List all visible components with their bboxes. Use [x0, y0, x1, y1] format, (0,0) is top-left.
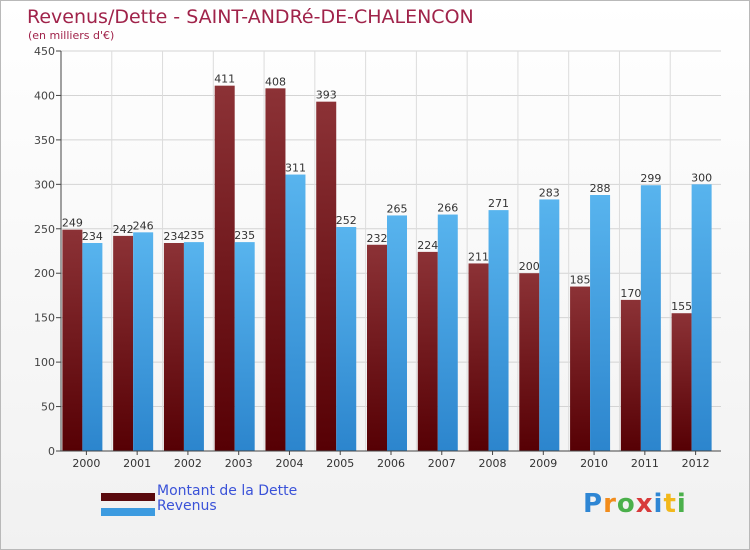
x-tick-label: 2002 [174, 457, 202, 470]
bar-dette [113, 235, 134, 451]
legend-swatch-dette [101, 493, 155, 501]
logo-letter: P [583, 489, 604, 519]
data-label-dette: 411 [214, 73, 235, 86]
data-label-dette: 170 [620, 287, 641, 300]
logo-letter: r [603, 489, 617, 519]
bar-dette [519, 273, 540, 451]
data-label-revenus: 265 [387, 202, 408, 215]
x-tick-label: 2010 [580, 457, 608, 470]
x-tick-label: 2008 [479, 457, 507, 470]
y-tick-label: 200 [34, 267, 55, 280]
y-tick-label: 350 [34, 134, 55, 147]
y-tick-label: 400 [34, 89, 55, 102]
logo-letter: i [653, 489, 664, 519]
bars [62, 85, 712, 452]
data-label-revenus: 271 [488, 197, 509, 210]
data-label-dette: 249 [62, 217, 83, 230]
y-tick-label: 0 [48, 445, 55, 458]
logo-letter: o [616, 489, 636, 519]
y-tick-label: 300 [34, 178, 55, 191]
bar-revenus [691, 184, 712, 452]
bar-dette [417, 251, 438, 451]
data-label-dette: 242 [113, 223, 134, 236]
bar-revenus [133, 232, 154, 451]
logo-letter: i [676, 489, 687, 519]
bar-revenus [640, 185, 661, 451]
bar-dette [620, 299, 641, 451]
legend-label-dette: Montant de la Dette [157, 483, 298, 499]
bar-dette [367, 244, 387, 451]
bar-revenus [234, 242, 255, 451]
data-label-dette: 155 [671, 300, 692, 313]
chart-title: Revenus/Dette - SAINT-ANDRé-DE-CHALENCON [27, 6, 474, 28]
bar-revenus [437, 214, 458, 451]
bar-revenus [387, 215, 407, 451]
bar-revenus [183, 242, 204, 451]
data-label-dette: 232 [367, 232, 388, 245]
data-label-revenus: 288 [590, 182, 611, 195]
proxiti-logo: Proxiti [583, 489, 687, 519]
data-label-revenus: 235 [183, 229, 204, 242]
bar-dette [265, 88, 286, 451]
data-label-revenus: 283 [539, 186, 560, 199]
bar-dette [62, 229, 83, 451]
y-tick-label: 250 [34, 223, 55, 236]
logo-letter: x [635, 489, 654, 519]
legend-label-revenus: Revenus [157, 498, 217, 514]
bar-dette [316, 101, 337, 452]
data-label-dette: 224 [417, 239, 438, 252]
x-tick-label: 2007 [428, 457, 456, 470]
bar-dette [671, 313, 692, 451]
data-label-revenus: 299 [640, 172, 661, 185]
logo-letter: t [663, 489, 677, 519]
y-tick-label: 150 [34, 312, 55, 325]
legend-swatch-revenus [101, 508, 155, 516]
bar-revenus [336, 227, 357, 451]
x-tick-label: 2003 [225, 457, 253, 470]
data-label-revenus: 311 [285, 162, 306, 175]
x-tick-label: 2006 [377, 457, 405, 470]
bar-dette [570, 286, 591, 451]
x-tick-label: 2001 [123, 457, 151, 470]
x-tick-label: 2000 [72, 457, 100, 470]
y-tick-label: 100 [34, 356, 55, 369]
data-label-revenus: 300 [691, 171, 712, 184]
y-tick-label: 50 [41, 401, 55, 414]
bar-dette [468, 263, 489, 451]
data-label-dette: 185 [570, 274, 591, 287]
data-label-dette: 200 [519, 260, 540, 273]
x-tick-label: 2009 [529, 457, 557, 470]
data-label-revenus: 235 [234, 229, 255, 242]
data-label-dette: 234 [163, 230, 184, 243]
grid-lines [61, 50, 721, 451]
bar-revenus [488, 210, 509, 451]
data-label-revenus: 266 [437, 202, 458, 215]
x-tick-label: 2005 [326, 457, 354, 470]
data-label-revenus: 234 [82, 230, 103, 243]
bar-revenus [590, 195, 611, 451]
data-label-dette: 408 [265, 75, 286, 88]
data-label-dette: 393 [316, 89, 337, 102]
x-tick-label: 2012 [682, 457, 710, 470]
bar-dette [214, 85, 235, 452]
x-tick-label: 2004 [275, 457, 303, 470]
data-label-revenus: 246 [133, 219, 154, 232]
x-tick-label: 2011 [631, 457, 659, 470]
bar-revenus [539, 199, 560, 451]
bar-revenus [82, 243, 103, 451]
chart-subtitle: (en milliers d'€) [28, 29, 115, 42]
bar-dette [163, 243, 184, 451]
bar-revenus [285, 174, 306, 452]
data-label-revenus: 252 [336, 214, 357, 227]
y-tick-label: 450 [34, 45, 55, 58]
data-label-dette: 211 [468, 250, 489, 263]
